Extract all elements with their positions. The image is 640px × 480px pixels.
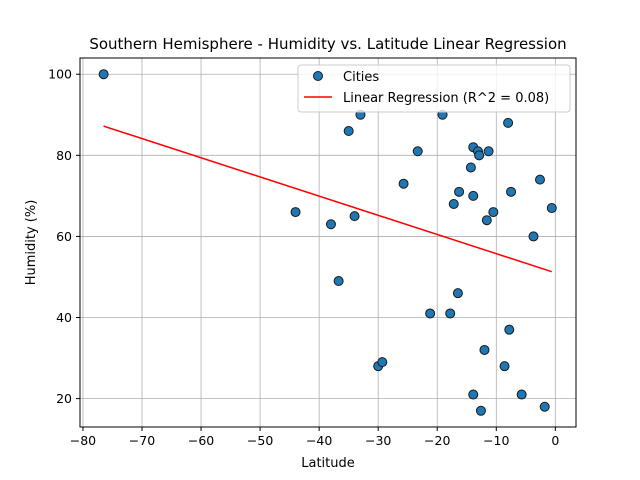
scatter-points-layer (98, 69, 557, 416)
data-point (448, 198, 459, 209)
data-point (452, 288, 463, 299)
data-point (488, 207, 499, 218)
y-tick-label: 80 (56, 148, 72, 163)
x-axis-label: Latitude (301, 456, 355, 471)
data-point (506, 186, 517, 197)
regression-line (103, 125, 553, 273)
x-tick-label: −80 (70, 433, 96, 448)
data-point (468, 389, 479, 400)
data-point (475, 405, 486, 416)
data-point (412, 146, 423, 157)
x-tick-label: −40 (306, 433, 332, 448)
plot-frame (79, 57, 577, 428)
x-tick-label: −10 (483, 433, 509, 448)
y-tick-label: 20 (56, 391, 72, 406)
y-axis-label: Humidity (%) (24, 200, 39, 286)
x-tick-label: −60 (188, 433, 214, 448)
data-point (539, 401, 550, 412)
data-point (528, 231, 539, 242)
data-point (481, 215, 492, 226)
legend-box (297, 64, 571, 113)
data-point (325, 219, 336, 230)
legend-label-cities: Cities (343, 70, 379, 85)
data-point (483, 146, 494, 157)
data-point (425, 308, 436, 319)
y-tick-label: 100 (48, 67, 72, 82)
grid-lines (80, 58, 576, 427)
data-point (290, 207, 301, 218)
data-point (474, 150, 485, 161)
y-tick-label: 60 (56, 229, 72, 244)
x-tick-label: 0 (551, 433, 559, 448)
data-point (454, 186, 465, 197)
data-point (546, 203, 557, 214)
y-axis-ticks: 20 40 60 80 100 (48, 67, 80, 406)
legend-marker-cities (313, 71, 323, 81)
x-axis-ticks: −80 −70 −60 −50 −40 −30 −20 −10 0 (70, 427, 559, 448)
data-point (343, 125, 354, 136)
chart-title: Southern Hemisphere - Humidity vs. Latit… (89, 35, 566, 53)
data-point (349, 211, 360, 222)
legend: Cities Linear Regression (R^2 = 0.08) (297, 64, 571, 113)
x-tick-label: −30 (365, 433, 391, 448)
data-point (504, 324, 515, 335)
data-point (465, 162, 476, 173)
data-point (468, 190, 479, 201)
data-point (333, 276, 344, 287)
data-point (516, 389, 527, 400)
data-point (377, 357, 388, 368)
data-point (398, 178, 409, 189)
legend-label-regression: Linear Regression (R^2 = 0.08) (343, 91, 549, 106)
x-tick-label: −50 (247, 433, 273, 448)
data-point (503, 117, 514, 128)
data-point (534, 174, 545, 185)
data-point (445, 308, 456, 319)
data-point (479, 344, 490, 355)
data-point (499, 361, 510, 372)
x-tick-label: −20 (424, 433, 450, 448)
y-tick-label: 40 (56, 310, 72, 325)
x-tick-label: −70 (129, 433, 155, 448)
regression-line-layer (103, 125, 553, 273)
data-point (98, 69, 109, 80)
